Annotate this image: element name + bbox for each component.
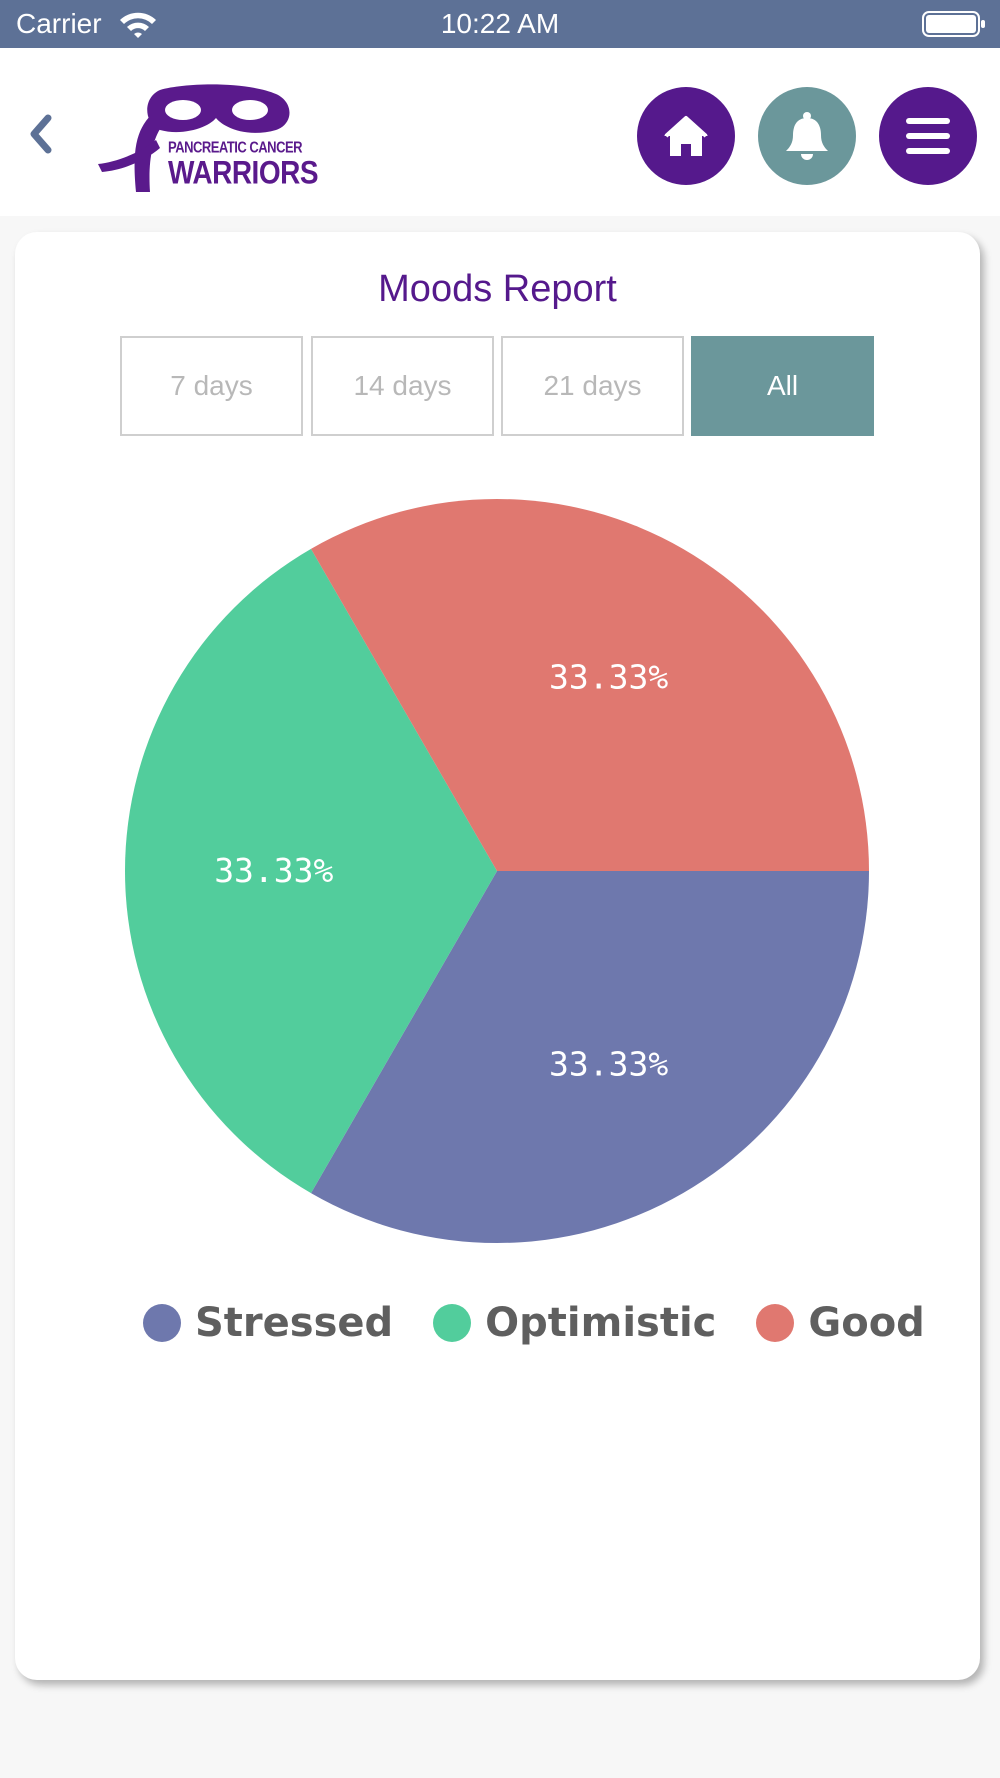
pie-slice-optimistic[interactable] (125, 548, 497, 1194)
hamburger-menu-icon (906, 118, 950, 154)
tab-21-days[interactable]: 21 days (501, 336, 684, 436)
chevron-left-icon[interactable] (22, 110, 62, 158)
legend-dot-stressed (143, 1304, 181, 1342)
legend-label-good: Good (808, 1300, 925, 1346)
moods-pie-chart: 33.33% 33.33% 33.33% (125, 499, 869, 1243)
legend-item-stressed: Stressed (143, 1300, 393, 1346)
legend-dot-good (756, 1304, 795, 1342)
page-title: Moods Report (378, 268, 617, 310)
status-bar: Carrier 10:22 AM (0, 0, 1000, 48)
battery-icon (922, 11, 985, 37)
logo-text: PANCREATIC CANCER WARRIORS (168, 138, 319, 190)
app-header: PANCREATIC CANCER WARRIORS (0, 48, 1000, 216)
slice-value-label-stressed: 33.33% (549, 1044, 668, 1083)
tab-14-days[interactable]: 14 days (311, 336, 494, 436)
legend-dot-optimistic (433, 1304, 472, 1342)
slice-value-label-optimistic: 33.33% (214, 851, 333, 890)
legend-item-good: Good (756, 1300, 925, 1346)
pie-slice-stressed[interactable] (311, 871, 869, 1243)
legend-label-stressed: Stressed (195, 1300, 394, 1346)
ribbon-mask-icon (98, 84, 290, 192)
pie-slice-good[interactable] (311, 499, 869, 871)
tab-7-days[interactable]: 7 days (120, 336, 303, 436)
chart-legend: Stressed Optimistic Good (143, 1298, 965, 1348)
legend-label-optimistic: Optimistic (485, 1300, 717, 1346)
notifications-button[interactable] (758, 87, 856, 185)
tab-all[interactable]: All (691, 336, 874, 436)
legend-item-optimistic: Optimistic (433, 1300, 716, 1346)
wifi-icon (120, 12, 156, 38)
status-time: 10:22 AM (440, 8, 560, 39)
home-icon (664, 116, 708, 156)
carrier-label: Carrier (16, 8, 102, 39)
logo: PANCREATIC CANCER WARRIORS (98, 84, 319, 194)
moods-report-card: Moods Report 7 days 14 days 21 days All … (15, 232, 980, 1680)
logo-line1: PANCREATIC CANCER (168, 138, 303, 156)
logo-line2: WARRIORS (168, 154, 319, 191)
slice-value-label-good: 33.33% (549, 658, 668, 697)
home-button[interactable] (637, 87, 735, 185)
bell-icon (786, 112, 828, 160)
menu-button[interactable] (879, 87, 977, 185)
